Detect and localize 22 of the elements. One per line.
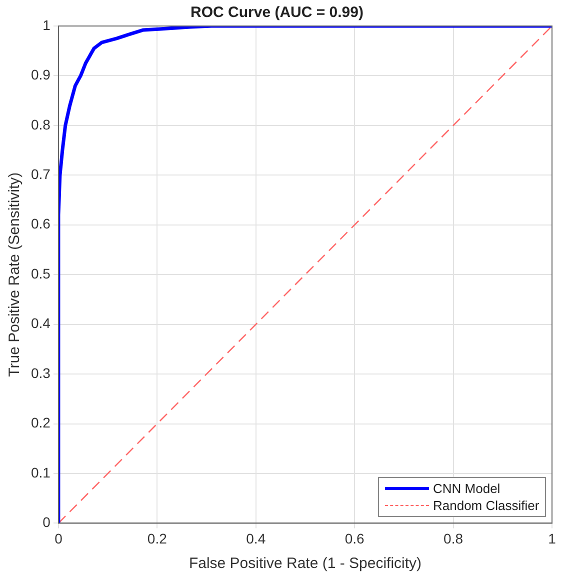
- y-tick-label: 0.7: [30, 166, 51, 182]
- y-tick-label: 0.2: [30, 414, 51, 431]
- legend-label: CNN Model: [433, 481, 500, 496]
- y-tick-label: 0.3: [30, 364, 51, 381]
- y-tick-label: 0.9: [30, 66, 51, 83]
- x-tick-label: 0.6: [344, 530, 365, 546]
- x-tick-label: 1: [548, 530, 556, 546]
- x-tick-label: 0.2: [147, 530, 168, 546]
- y-tick-label: 0.4: [30, 315, 51, 332]
- y-tick-label: 0: [42, 514, 51, 530]
- y-tick-label: 0.8: [30, 116, 51, 132]
- y-tick-label: 0.1: [30, 464, 51, 480]
- legend-label: Random Classifier: [433, 498, 540, 514]
- x-tick-label: 0.4: [246, 530, 266, 546]
- chart-title: ROC Curve (AUC = 0.99): [190, 4, 364, 22]
- x-tick-label: 0.8: [444, 530, 464, 546]
- y-tick-label: 1: [42, 16, 51, 33]
- x-axis-title: False Positive Rate (1 - Specificity): [188, 555, 422, 572]
- x-tick-label: 0: [54, 530, 63, 546]
- y-tick-label: 0.6: [30, 216, 51, 232]
- y-axis-title: True Positive Rate (Sensitivity): [6, 172, 24, 377]
- y-tick-label: 0.5: [30, 265, 51, 282]
